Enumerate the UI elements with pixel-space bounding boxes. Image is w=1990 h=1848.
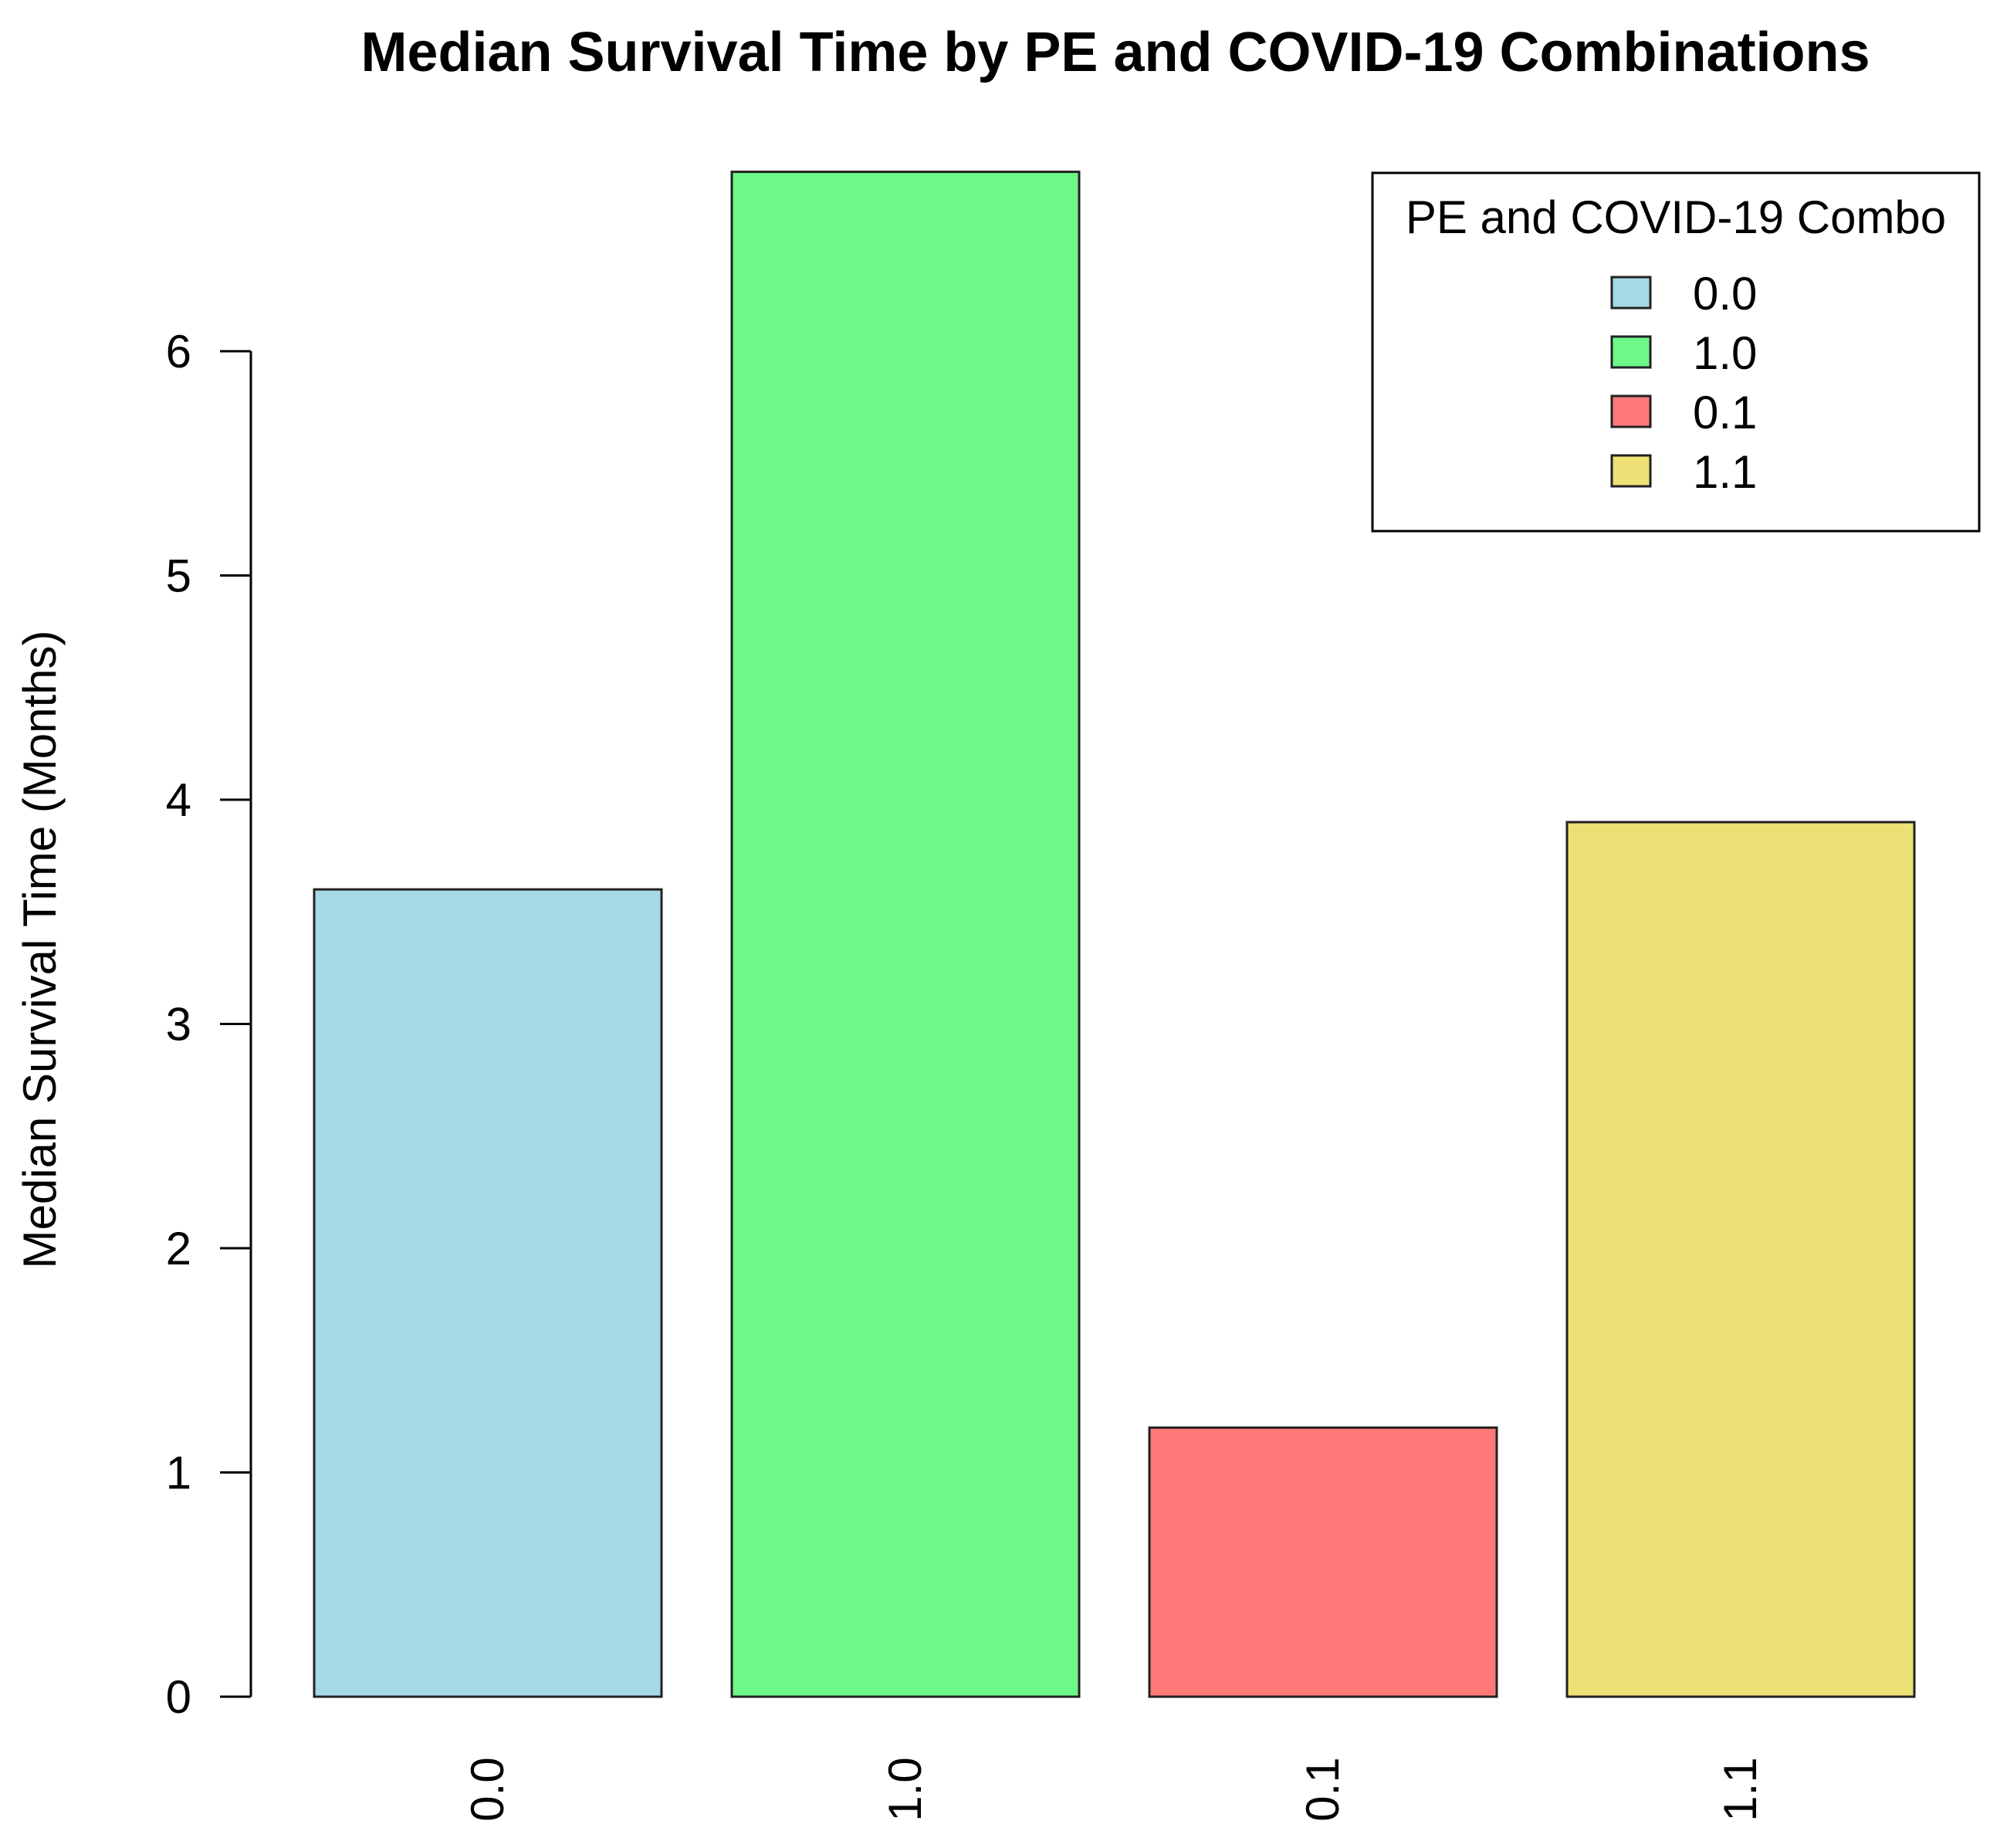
y-tick-label: 6 — [166, 326, 191, 377]
x-tick-labels: 0.0 1.0 0.1 1.1 — [462, 1757, 1766, 1821]
y-tick-label: 0 — [166, 1671, 191, 1723]
legend-title: PE and COVID-19 Combo — [1406, 191, 1946, 243]
y-axis: 0 1 2 3 4 5 6 — [166, 326, 252, 1723]
legend-label: 0.0 — [1693, 268, 1757, 320]
y-tick-label: 3 — [166, 999, 191, 1051]
y-tick-label: 4 — [166, 774, 191, 826]
bar-1-1 — [1565, 821, 1916, 1698]
x-tick-label: 0.1 — [1297, 1757, 1349, 1821]
legend-swatch — [1610, 454, 1652, 488]
legend-label: 0.1 — [1693, 387, 1757, 438]
bar-1-0 — [730, 171, 1081, 1698]
y-tick-label: 1 — [166, 1447, 191, 1499]
y-tick-label: 5 — [166, 550, 191, 602]
x-tick-label: 1.0 — [879, 1757, 931, 1821]
y-tick-label: 2 — [166, 1223, 191, 1274]
legend-swatch — [1610, 335, 1652, 369]
x-tick-label: 0.0 — [462, 1757, 513, 1821]
legend-swatch — [1610, 394, 1652, 428]
legend: PE and COVID-19 Combo 0.0 1.0 0.1 1.1 — [1371, 171, 1981, 533]
bar-0-0 — [313, 888, 663, 1698]
legend-box — [1371, 171, 1981, 533]
legend-label: 1.0 — [1693, 327, 1757, 379]
bar-group — [313, 171, 1916, 1698]
x-tick-label: 1.1 — [1714, 1757, 1766, 1821]
legend-label: 1.1 — [1693, 446, 1757, 498]
bar-0-1 — [1148, 1426, 1498, 1698]
y-axis-label: Median Survival Time (Months) — [14, 631, 66, 1269]
chart-title: Median Survival Time by PE and COVID-19 … — [360, 22, 1870, 83]
legend-entries: 0.0 1.0 0.1 1.1 — [1610, 268, 1757, 498]
legend-swatch — [1610, 276, 1652, 310]
